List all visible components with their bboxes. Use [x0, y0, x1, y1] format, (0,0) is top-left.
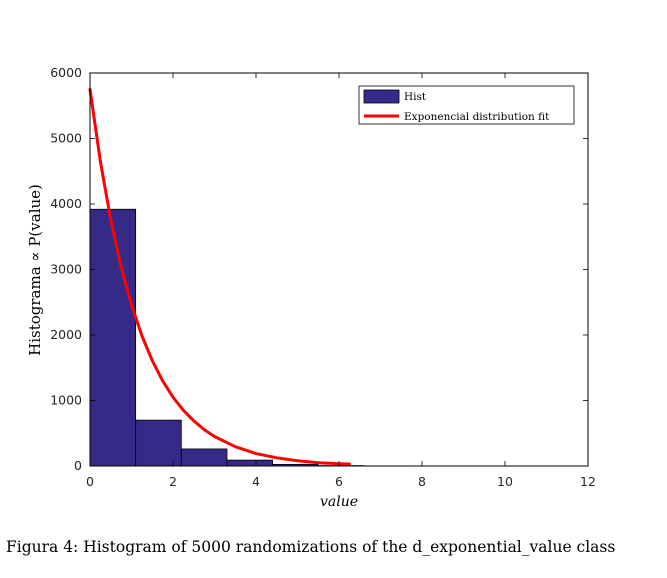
x-tick-label: 10 — [497, 474, 513, 489]
x-tick-label: 4 — [252, 474, 260, 489]
histogram-bar — [226, 459, 273, 467]
histogram-bar — [180, 448, 228, 467]
y-tick-label: 0 — [74, 458, 82, 473]
y-axis-label: Histograma ∝ P(value) — [26, 184, 44, 356]
legend-swatch-hist — [363, 89, 400, 104]
x-tick-label: 12 — [580, 474, 596, 489]
legend-box — [358, 85, 575, 125]
y-tick-label: 6000 — [50, 65, 82, 80]
legend-label-fit: Exponencial distribution fit — [404, 111, 550, 123]
fit-line-group — [88, 87, 351, 466]
x-tick-label: 2 — [169, 474, 177, 489]
legend-label-hist: Hist — [404, 91, 427, 103]
y-tick-label: 2000 — [50, 327, 82, 342]
x-axis-label: value — [320, 494, 358, 510]
x-tick-label: 0 — [86, 474, 94, 489]
plot-area — [90, 73, 588, 466]
legend: Hist Exponencial distribution fit — [358, 85, 575, 125]
y-tick-label: 5000 — [50, 131, 82, 146]
y-axis-ticks: 0 1000 2000 3000 4000 5000 6000 — [50, 65, 588, 473]
exponential-fit-line — [88, 87, 351, 466]
histogram-bar — [89, 208, 137, 467]
y-tick-label: 1000 — [50, 393, 82, 408]
histogram-bar — [135, 419, 182, 467]
x-tick-label: 6 — [335, 474, 343, 489]
x-axis-ticks: 0 2 4 6 8 10 12 — [86, 73, 596, 489]
y-tick-label: 3000 — [50, 262, 82, 277]
figure-caption: Figura 4: Histogram of 5000 randomizatio… — [6, 538, 616, 556]
y-tick-label: 4000 — [50, 196, 82, 211]
histogram-bars — [89, 208, 547, 467]
x-tick-label: 8 — [418, 474, 426, 489]
